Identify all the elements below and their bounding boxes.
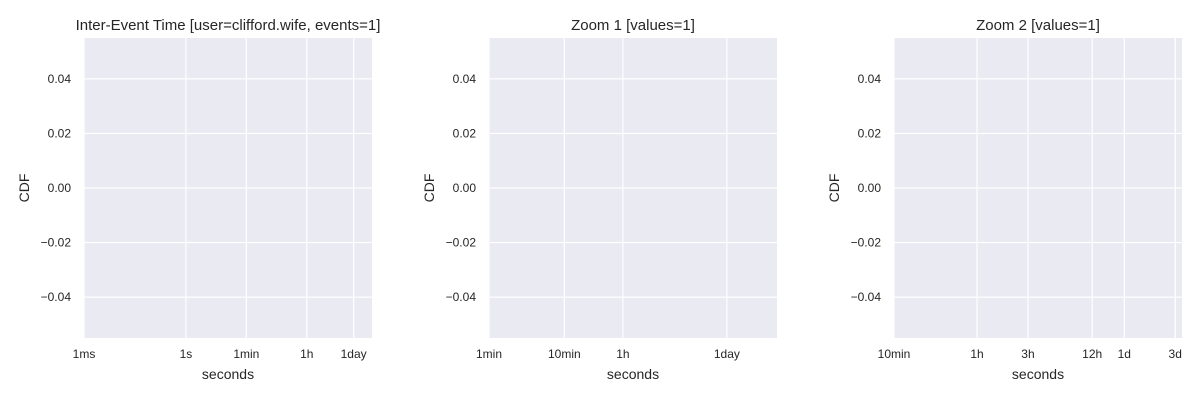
y-tick-label: 0.00 [453, 181, 477, 195]
x-tick-label: 1d [1118, 347, 1131, 361]
y-tick-label: −0.02 [446, 236, 477, 250]
x-tick-label: 1day [714, 347, 740, 361]
y-axis-label: CDF [826, 174, 842, 203]
x-tick-label: 1min [233, 347, 259, 361]
chart-title: Zoom 2 [values=1] [976, 17, 1100, 34]
x-tick-label: 1h [300, 347, 313, 361]
x-axis-label: seconds [607, 366, 659, 382]
y-tick-label: −0.02 [41, 236, 72, 250]
x-tick-label: 12h [1082, 347, 1102, 361]
x-tick-label: 3h [1021, 347, 1034, 361]
x-tick-label: 1ms [73, 347, 96, 361]
y-tick-label: 0.04 [48, 72, 72, 86]
x-tick-label: 1min [476, 347, 502, 361]
y-tick-label: −0.04 [446, 290, 477, 304]
y-tick-label: 0.02 [858, 126, 882, 140]
y-axis-label: CDF [16, 174, 32, 203]
y-tick-label: 0.04 [858, 72, 882, 86]
chart-panel-zoom-2: 10min 1h 3h 12h 1d 3d 0.04 0.02 0.00 −0.02 −0.04 Zo… [826, 17, 1182, 382]
y-tick-label: 0.00 [48, 181, 72, 195]
y-tick-label: 0.04 [453, 72, 477, 86]
x-tick-label: 3d [1169, 347, 1182, 361]
chart-panel-zoom-1: 1min 10min 1h 1day 0.04 0.02 0.00 −0.02 −0.04 Zoo… [421, 17, 777, 382]
x-axis-label: seconds [1012, 366, 1064, 382]
x-tick-label: 10min [878, 347, 911, 361]
x-tick-label: 10min [548, 347, 581, 361]
y-tick-label: −0.02 [851, 236, 882, 250]
x-tick-label: 1h [970, 347, 983, 361]
x-tick-label: 1day [341, 347, 367, 361]
chart-panel-inter-event-time: 1ms 1s 1min 1h 1day 0.04 0.02 0.00 −0.02 −0.04 Int… [16, 17, 380, 382]
y-tick-label: −0.04 [851, 290, 882, 304]
y-tick-label: 0.02 [48, 126, 72, 140]
y-tick-label: 0.00 [858, 181, 882, 195]
y-tick-label: 0.02 [453, 126, 477, 140]
y-axis-label: CDF [421, 174, 437, 203]
chart-title: Zoom 1 [values=1] [571, 17, 695, 34]
chart-title: Inter-Event Time [user=clifford.wife, ev… [76, 17, 381, 34]
x-axis-label: seconds [202, 366, 254, 382]
y-tick-label: −0.04 [41, 290, 72, 304]
x-tick-label: 1h [616, 347, 629, 361]
x-tick-label: 1s [180, 347, 193, 361]
